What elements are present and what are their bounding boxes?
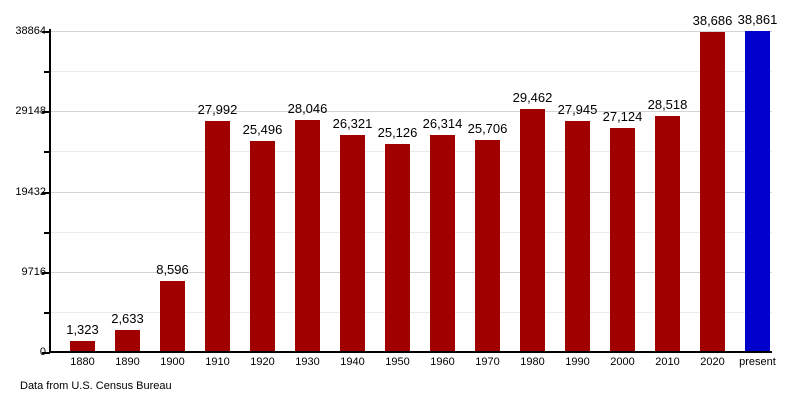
bar-value-label: 28,518 (647, 97, 688, 112)
x-axis-label: 1900 (160, 356, 185, 368)
x-axis-label: 2010 (655, 356, 680, 368)
major-gridline (51, 111, 772, 112)
bar-value-label: 25,126 (377, 125, 418, 140)
bar-1950 (385, 144, 410, 352)
bar-1940 (340, 135, 365, 352)
bar-value-label: 27,124 (602, 109, 643, 124)
bar-1890 (115, 330, 140, 352)
bar-1910 (205, 121, 230, 352)
y-axis-tick-label: 9716 (21, 266, 46, 278)
bar-value-label: 28,046 (287, 101, 328, 116)
bar-1920 (250, 141, 275, 352)
x-axis-label: 1950 (385, 356, 410, 368)
y-axis-major-tick (42, 31, 50, 33)
y-axis-minor-tick (44, 71, 50, 73)
x-axis-label: 1980 (520, 356, 545, 368)
bar-2010 (655, 116, 680, 352)
bar-value-label: 25,496 (242, 122, 283, 137)
y-axis-major-tick (42, 111, 50, 113)
y-axis-minor-tick (44, 232, 50, 234)
minor-gridline (51, 312, 772, 313)
bar-value-label: 2,633 (111, 311, 144, 326)
y-axis-minor-tick (44, 312, 50, 314)
y-axis-tick-label: 0 (39, 346, 46, 358)
x-axis-label: 1970 (475, 356, 500, 368)
bar-value-label: 26,321 (332, 116, 373, 131)
bar-1930 (295, 120, 320, 352)
bar-value-label: 38,861 (737, 12, 778, 27)
y-axis-line (49, 29, 51, 353)
bar-value-label: 27,945 (557, 102, 598, 117)
major-gridline (51, 31, 772, 32)
x-axis-label: present (739, 356, 776, 368)
minor-gridline (51, 232, 772, 233)
y-axis-major-tick (42, 352, 50, 354)
x-axis-line (49, 351, 772, 353)
minor-gridline (51, 71, 772, 72)
bar-1970 (475, 140, 500, 352)
bar-value-label: 1,323 (66, 322, 99, 337)
x-axis-label: 1960 (430, 356, 455, 368)
x-axis-label: 1920 (250, 356, 275, 368)
minor-gridline (51, 151, 772, 152)
bar-value-label: 25,706 (467, 121, 508, 136)
x-axis-label: 1990 (565, 356, 590, 368)
bar-value-label: 26,314 (422, 116, 463, 131)
bar-2000 (610, 128, 635, 352)
y-axis-minor-tick (44, 151, 50, 153)
bar-value-label: 38,686 (692, 13, 733, 28)
bar-1960 (430, 135, 455, 352)
y-axis-tick-label: 19432 (15, 186, 46, 198)
major-gridline (51, 272, 772, 273)
bar-1980 (520, 109, 545, 352)
x-axis-label: 1880 (70, 356, 95, 368)
y-axis-tick-label: 38864 (15, 25, 46, 37)
x-axis-label: 2020 (700, 356, 725, 368)
y-axis-tick-label: 29148 (15, 105, 46, 117)
bar-value-label: 8,596 (156, 262, 189, 277)
bar-1900 (160, 281, 185, 352)
bar-1990 (565, 121, 590, 352)
bar-1880 (70, 341, 95, 352)
x-axis-label: 2000 (610, 356, 635, 368)
x-axis-label: 1940 (340, 356, 365, 368)
x-axis-label: 1930 (295, 356, 320, 368)
data-source-note: Data from U.S. Census Bureau (20, 380, 172, 392)
x-axis-label: 1890 (115, 356, 140, 368)
bar-value-label: 29,462 (512, 90, 553, 105)
bar-present (745, 31, 770, 352)
bar-2020 (700, 32, 725, 352)
x-axis-label: 1910 (205, 356, 230, 368)
bar-value-label: 27,992 (197, 102, 238, 117)
major-gridline (51, 192, 772, 193)
y-axis-major-tick (42, 192, 50, 194)
y-axis-major-tick (42, 272, 50, 274)
